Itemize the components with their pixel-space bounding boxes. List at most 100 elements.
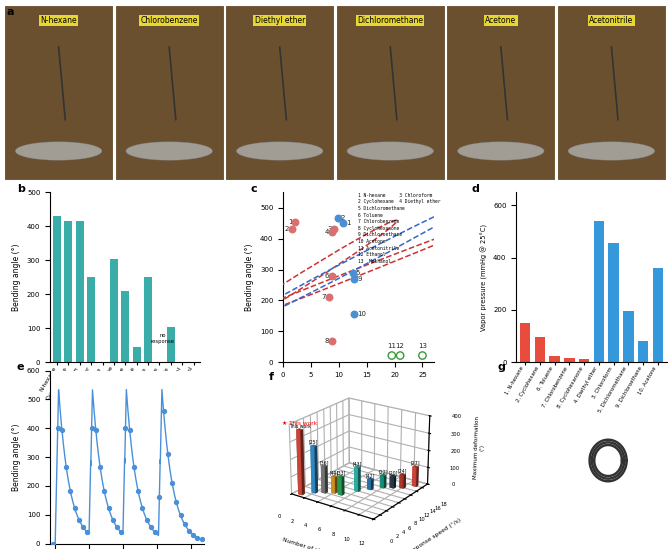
Text: Acetone: Acetone [485, 16, 516, 25]
Text: f: f [269, 372, 274, 382]
Y-axis label: Bending angle (°): Bending angle (°) [245, 244, 255, 311]
Point [129, 462, 140, 471]
Point [142, 515, 152, 524]
Bar [53, 216, 61, 362]
Point [154, 493, 165, 502]
Point [175, 511, 186, 520]
Text: a: a [7, 7, 14, 16]
Text: 2: 2 [285, 226, 289, 232]
Point [99, 487, 110, 496]
Ellipse shape [236, 142, 323, 160]
Bar [609, 243, 619, 362]
Text: 1 N-hexane     3 Chloroform
2 Cyclohexane  4 Diethyl ether
5 Dichloromethane
6 T: 1 N-hexane 3 Chloroform 2 Cyclohexane 4 … [359, 193, 441, 264]
Text: 11: 11 [387, 343, 396, 349]
Text: Dichloromethane: Dichloromethane [357, 16, 424, 25]
Point [327, 337, 337, 345]
Ellipse shape [15, 142, 102, 160]
Point [133, 487, 144, 496]
Y-axis label: Bending angle (°): Bending angle (°) [12, 423, 21, 491]
Point [86, 423, 97, 432]
Point [112, 523, 122, 531]
Point [395, 351, 405, 360]
Point [192, 533, 203, 542]
Bar [638, 341, 649, 362]
Text: Acetonitrile: Acetonitrile [589, 16, 633, 25]
Ellipse shape [458, 142, 544, 160]
Y-axis label: Bending angle (°): Bending angle (°) [12, 244, 21, 311]
Point [73, 515, 84, 524]
Text: 7: 7 [321, 294, 326, 300]
Text: 5: 5 [355, 270, 360, 276]
Point [103, 504, 114, 513]
Ellipse shape [347, 142, 434, 160]
Point [417, 351, 428, 360]
Point [327, 271, 337, 280]
Bar [75, 221, 84, 362]
Bar [594, 221, 604, 362]
Point [116, 528, 127, 537]
Point [82, 528, 93, 537]
Text: no
response: no response [151, 333, 175, 344]
Text: 8: 8 [325, 338, 329, 344]
Bar [653, 268, 663, 362]
X-axis label: Ra: Ra [353, 384, 364, 393]
Bar [64, 221, 72, 362]
Bar [520, 323, 530, 362]
Point [146, 523, 156, 531]
Ellipse shape [126, 142, 212, 160]
Text: Diethyl ether: Diethyl ether [255, 16, 305, 25]
Ellipse shape [568, 142, 655, 160]
Text: Under the low temperatures: Under the low temperatures [540, 524, 639, 530]
Point [69, 504, 80, 513]
Text: 9: 9 [357, 276, 362, 282]
Text: g: g [497, 362, 505, 372]
Point [167, 478, 178, 487]
Text: 1: 1 [346, 220, 351, 226]
Text: N-hexane: N-hexane [40, 16, 77, 25]
Point [150, 528, 160, 537]
Text: 12: 12 [395, 343, 405, 349]
Point [349, 310, 360, 319]
Point [57, 426, 67, 435]
Point [61, 462, 71, 471]
Point [188, 530, 198, 539]
Point [52, 423, 63, 432]
Bar [564, 357, 574, 362]
X-axis label: Number of stimuli: Number of stimuli [282, 537, 334, 549]
Text: 6: 6 [325, 273, 329, 279]
Point [338, 219, 349, 227]
Point [286, 225, 297, 234]
Point [333, 214, 343, 223]
Point [120, 423, 131, 432]
Text: 13: 13 [418, 343, 427, 349]
Point [48, 539, 59, 548]
Bar [167, 327, 175, 362]
Text: 1: 1 [288, 219, 293, 225]
Point [184, 526, 194, 535]
Point [158, 407, 169, 416]
Bar [121, 291, 130, 362]
Text: 4: 4 [325, 229, 329, 236]
Text: e: e [16, 362, 23, 372]
Point [349, 274, 360, 283]
Point [196, 535, 207, 544]
Point [108, 515, 118, 524]
Point [180, 520, 190, 529]
Bar [132, 347, 141, 362]
Text: 1170°: 1170° [551, 413, 610, 432]
Point [326, 228, 337, 237]
Point [95, 462, 106, 471]
Point [162, 450, 173, 458]
Bar [623, 311, 634, 362]
Bar [144, 277, 152, 362]
Point [137, 504, 148, 513]
Y-axis label: Vapor pressure (mmHg @ 25°C): Vapor pressure (mmHg @ 25°C) [480, 223, 488, 331]
Point [124, 426, 135, 435]
Point [290, 217, 301, 226]
Text: 2: 2 [341, 215, 345, 221]
Point [323, 293, 334, 302]
Text: 10: 10 [357, 311, 366, 317]
Text: 3: 3 [327, 226, 331, 232]
Text: b: b [17, 183, 25, 194]
Bar [549, 356, 560, 362]
